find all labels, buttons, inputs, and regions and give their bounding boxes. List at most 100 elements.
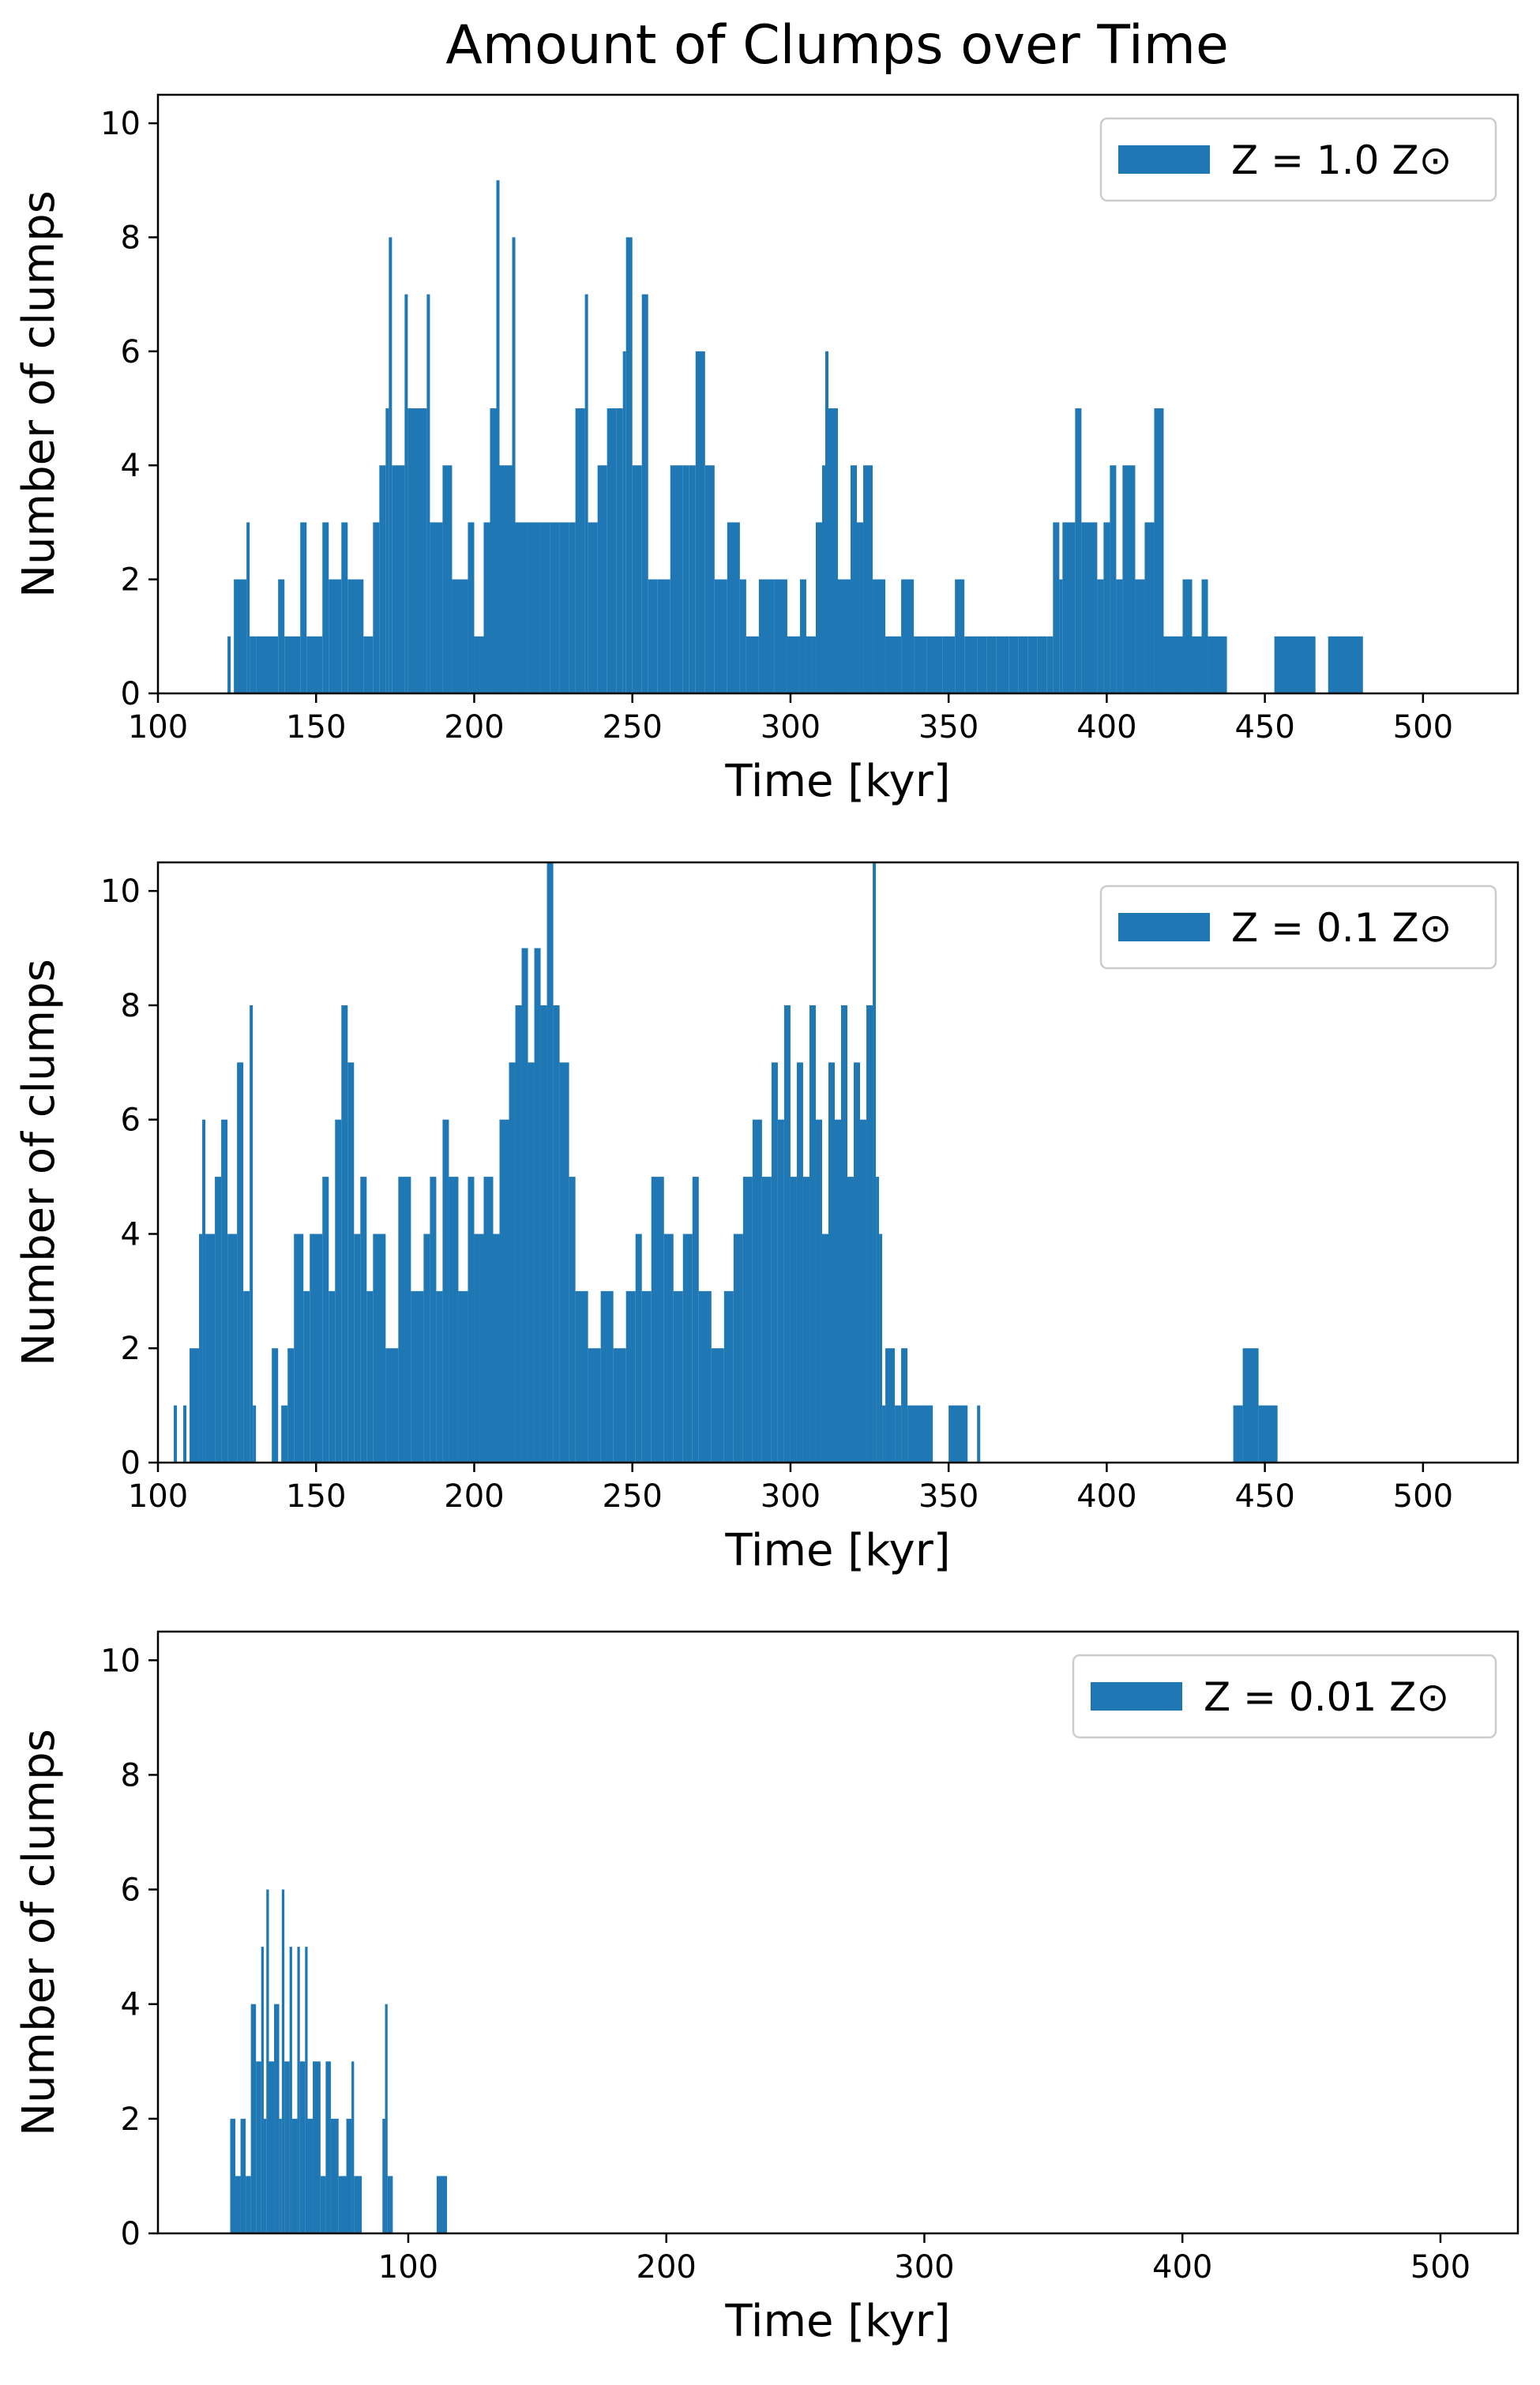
- bar: [866, 1005, 873, 1463]
- bar: [426, 294, 430, 693]
- bar: [436, 1290, 443, 1463]
- bar: [1081, 522, 1098, 693]
- bar: [876, 1177, 880, 1463]
- bar: [901, 1348, 908, 1463]
- bar: [320, 2176, 326, 2233]
- bars: [174, 862, 1278, 1463]
- bar: [1154, 408, 1164, 693]
- bar: [742, 1177, 753, 1463]
- bar: [274, 2004, 280, 2233]
- bar: [379, 465, 386, 693]
- bar: [253, 1405, 257, 1463]
- x-tick-label: 100: [128, 709, 188, 746]
- bar: [1135, 579, 1145, 693]
- x-tick-label: 150: [286, 1478, 346, 1515]
- bar: [430, 522, 443, 693]
- x-tick-label: 250: [603, 709, 663, 746]
- bar: [1192, 636, 1202, 693]
- bar: [243, 1290, 250, 1463]
- bar: [325, 2061, 331, 2233]
- bar: [256, 636, 279, 693]
- bar: [250, 1005, 254, 1463]
- bar: [914, 636, 927, 693]
- bar: [815, 1119, 822, 1463]
- bar: [306, 636, 323, 693]
- bar: [851, 465, 858, 693]
- bar: [895, 1405, 902, 1463]
- bar: [272, 1348, 279, 1463]
- bar: [540, 522, 550, 693]
- bar: [256, 2061, 261, 2233]
- bar: [385, 2004, 388, 2233]
- bar: [641, 1290, 652, 1463]
- bar: [622, 351, 626, 693]
- bar: [824, 351, 828, 693]
- bar: [559, 522, 569, 693]
- bar: [496, 180, 500, 694]
- x-tick-label: 100: [378, 2249, 438, 2285]
- bar: [322, 1177, 329, 1463]
- bar: [385, 408, 389, 693]
- bar: [1062, 522, 1076, 693]
- bar: [1144, 522, 1155, 693]
- bar: [752, 1119, 762, 1463]
- bar: [269, 2061, 275, 2233]
- x-tick-label: 500: [1393, 709, 1453, 746]
- bar: [802, 1177, 809, 1463]
- bar: [354, 1234, 361, 1463]
- bar: [351, 2061, 355, 2233]
- bar: [787, 636, 800, 693]
- x-tick-label: 350: [918, 709, 978, 746]
- bar: [733, 1234, 743, 1463]
- legend: Z = 0.1 Z⊙: [1099, 885, 1497, 970]
- bar: [483, 522, 490, 693]
- x-tick-label: 300: [761, 709, 821, 746]
- bar: [303, 1290, 310, 1463]
- bar: [534, 948, 541, 1463]
- bar: [885, 1348, 896, 1463]
- x-tick-label: 200: [444, 1478, 504, 1515]
- bar: [278, 579, 285, 693]
- bar: [812, 636, 816, 693]
- bar: [330, 2118, 339, 2233]
- bar: [300, 522, 307, 693]
- bar: [1037, 636, 1047, 693]
- bar: [408, 408, 427, 693]
- x-tick-label: 250: [603, 1478, 663, 1515]
- bar: [600, 1290, 614, 1463]
- bar: [692, 1177, 699, 1463]
- bar: [809, 1005, 816, 1463]
- bar: [926, 636, 943, 693]
- bar: [287, 1348, 295, 1463]
- bar: [616, 408, 623, 693]
- bar: [299, 2061, 306, 2233]
- bar: [670, 465, 683, 693]
- bar: [515, 522, 528, 693]
- bar: [341, 522, 348, 693]
- bar: [360, 1177, 367, 1463]
- bar: [841, 1005, 848, 1463]
- bar: [821, 1234, 828, 1463]
- bar: [1233, 1405, 1243, 1463]
- bar: [261, 1947, 264, 2233]
- bar: [942, 636, 956, 693]
- bar: [442, 465, 453, 693]
- plot-frame: [156, 1630, 1519, 2235]
- x-tick-label: 300: [761, 1478, 821, 1515]
- figure-title: Amount of Clumps over Time: [445, 14, 1229, 77]
- bar: [1009, 636, 1019, 693]
- bar: [771, 1062, 778, 1463]
- bar: [977, 636, 987, 693]
- legend-box: [1072, 1654, 1497, 1739]
- bar: [373, 1234, 386, 1463]
- bar: [230, 2118, 236, 2233]
- legend-box: [1099, 885, 1497, 970]
- y-axis-label: Number of clumps: [13, 190, 65, 598]
- x-tick-label: 400: [1152, 2249, 1212, 2285]
- bar: [625, 237, 633, 694]
- bar: [307, 2118, 314, 2233]
- chart-panel-2: 100 150 200 250 300 350 400 450 500 0 2 4 6 8 10 Time […: [13, 861, 1519, 1576]
- bar: [266, 1889, 269, 2233]
- bar: [389, 237, 393, 694]
- x-tick-label: 150: [286, 709, 346, 746]
